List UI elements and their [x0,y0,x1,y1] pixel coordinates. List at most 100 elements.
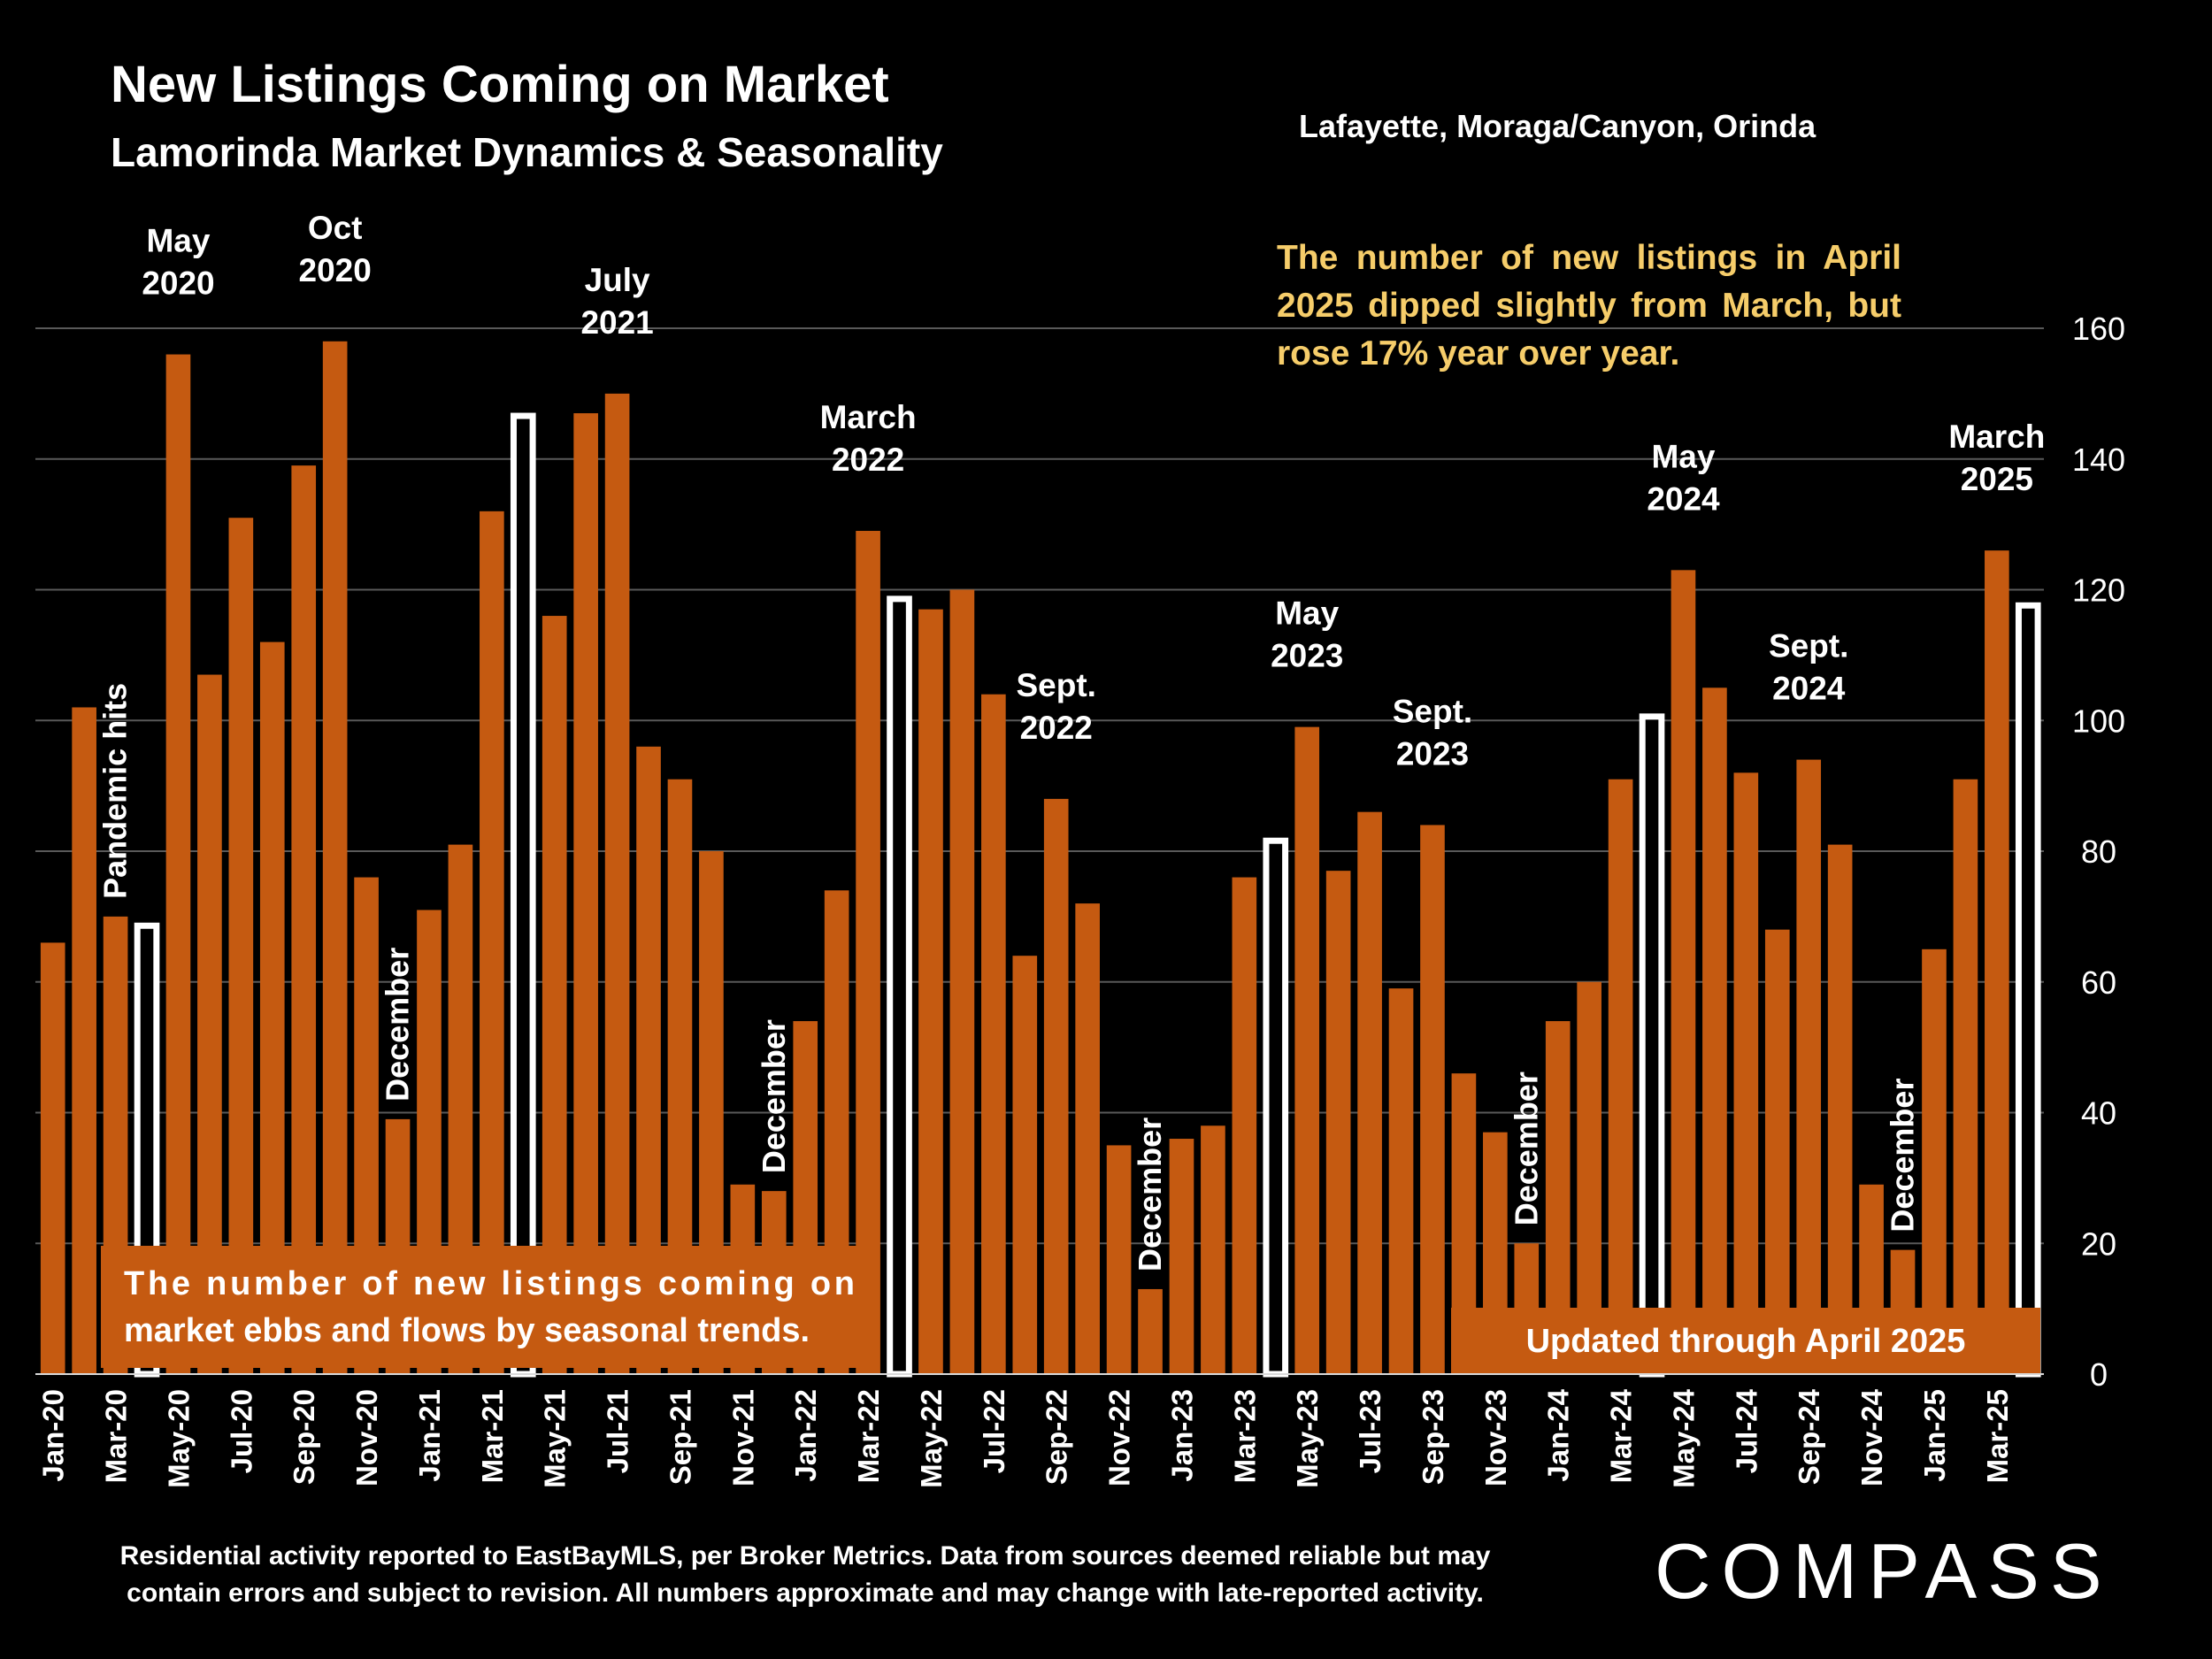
region-label: Lafayette, Moraga/Canyon, Orinda [1299,108,1816,144]
bar-Feb-23 [1201,1125,1225,1374]
bar-Jun-21 [573,413,598,1375]
annotation-label: May [146,223,210,259]
bar-Jul-22 [981,694,1006,1374]
annotation-label: December [1885,1079,1921,1233]
annotation-label: March [820,399,917,435]
bar-Mar-23 [1232,877,1257,1374]
x-tick-label: Jan-21 [413,1389,446,1482]
bar-Jan-25 [1922,949,1947,1374]
bar-Mar-25 [1985,550,2009,1374]
annotation-label: May [1275,595,1339,632]
callout-box-seasonal [101,1246,856,1368]
bar-Mar-24 [1608,779,1633,1374]
annotation-label: Sept. [1393,693,1472,729]
y-tick-label: 160 [2072,311,2125,347]
bar-Jul-20 [228,518,254,1374]
bar-Oct-20 [322,341,348,1374]
bar-Jun-24 [1702,687,1727,1374]
x-tick-label: Jan-22 [789,1389,822,1482]
annotation-label: December [1132,1118,1168,1271]
annotation-label: Oct [308,210,363,246]
y-tick-label: 80 [2081,833,2116,870]
annotation-label: 2021 [580,304,653,341]
x-tick-label: Mar-22 [852,1389,885,1483]
bar-Apr-22 [887,595,912,1378]
x-tick-label: Sep-24 [1793,1388,1825,1485]
x-tick-label: Jul-24 [1730,1388,1763,1473]
bar-May-22 [918,609,943,1374]
bar-Oct-24 [1827,844,1853,1374]
bar-Sep-20 [291,465,317,1375]
bar-Jan-20 [40,942,65,1374]
bar-Feb-25 [1953,779,1978,1374]
y-tick-label: 20 [2081,1225,2116,1262]
annotation-label: December [756,1019,792,1173]
bar-Sep-24 [1796,759,1822,1374]
x-tick-label: Mar-20 [100,1389,133,1483]
x-tick-label: Mar-24 [1605,1388,1638,1483]
chart-subtitle: Lamorinda Market Dynamics & Seasonality [111,129,943,175]
annotation-label: December [1508,1071,1544,1225]
y-tick-label: 140 [2072,442,2125,478]
annotation-label: 2022 [832,442,904,478]
x-tick-label: Nov-21 [726,1389,759,1486]
annotation-label: 2020 [142,265,214,302]
x-tick-label: May-24 [1667,1388,1700,1488]
x-tick-label: Mar-23 [1228,1389,1261,1483]
callout-text-seasonal: market ebbs and flows by seasonal trends… [124,1312,810,1349]
x-tick-label: Jul-21 [602,1389,634,1473]
x-tick-label: Sep-20 [288,1389,320,1485]
bar-May-24 [1671,570,1696,1374]
x-tick-label: Nov-23 [1479,1389,1512,1486]
chart-title: New Listings Coming on Market [111,56,889,113]
x-tick-label: Sep-23 [1417,1389,1449,1485]
annotation-label: 2025 [1961,461,2033,497]
bar-Jul-21 [604,393,630,1374]
x-tick-label: May-22 [915,1389,948,1488]
bar-Sep-23 [1420,825,1445,1374]
x-tick-label: May-23 [1291,1389,1324,1488]
x-tick-label: Nov-20 [350,1389,383,1486]
y-tick-label: 100 [2072,703,2125,739]
x-tick-label: Mar-21 [476,1389,509,1483]
annotation-label: 2023 [1271,638,1343,674]
compass-logo: COMPASS [1655,1527,2113,1615]
annotation-label: 2022 [1020,710,1093,746]
x-tick-label: Jul-23 [1354,1389,1386,1473]
annotation-label: 2020 [299,252,372,288]
bar-Apr-24 [1639,713,1665,1378]
x-tick-label: Sep-22 [1041,1389,1073,1485]
bar-Oct-22 [1075,903,1100,1374]
x-tick-label: Nov-22 [1103,1389,1136,1486]
bar-Aug-23 [1388,988,1414,1374]
x-tick-label: Jan-20 [37,1389,70,1482]
x-tick-label: Sep-21 [664,1389,696,1485]
y-tick-label: 0 [2090,1356,2108,1393]
x-tick-label: May-20 [162,1389,195,1488]
annotation-label: July [585,262,650,298]
annotation-label: Sept. [1769,628,1848,664]
bar-Apr-25 [2015,602,2041,1378]
annotation-label: Pandemic hits [97,683,134,899]
bar-Jul-23 [1357,811,1382,1374]
annotation-label: May [1651,438,1715,474]
bar-Apr-23 [1263,837,1289,1378]
y-tick-label: 60 [2081,964,2116,1001]
annotation-label: 2024 [1647,480,1720,517]
bar-Jul-24 [1733,772,1759,1374]
bar-Jan-23 [1169,1139,1194,1374]
annotation-label: March [1948,419,2045,455]
bar-Jun-22 [949,589,975,1374]
annotation-label: 2024 [1772,671,1846,707]
bar-Feb-20 [72,707,96,1374]
x-tick-label: Mar-25 [1981,1389,2014,1483]
bar-Dec-22 [1138,1288,1163,1374]
y-tick-label: 120 [2072,572,2125,609]
bar-May-23 [1294,726,1320,1374]
bar-Aug-24 [1764,929,1790,1374]
x-tick-label: Jul-22 [978,1389,1010,1473]
annotation-label: 2023 [1396,735,1469,772]
bar-May-20 [165,354,191,1374]
callout-box-updated [1451,1308,2040,1373]
